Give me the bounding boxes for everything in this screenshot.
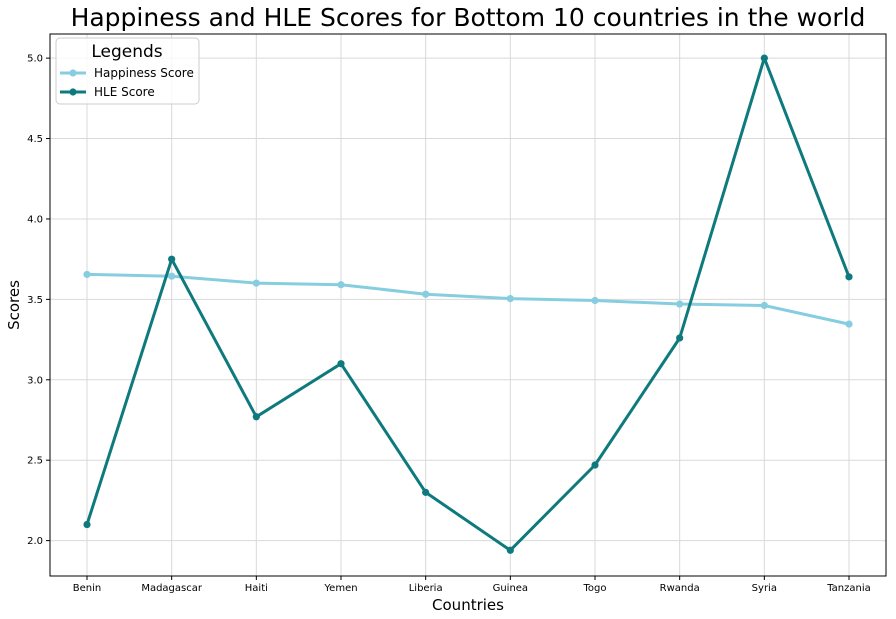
legend-marker: [69, 69, 77, 77]
data-point: [337, 360, 345, 368]
data-point: [506, 294, 514, 303]
legend-item: Happiness Score: [60, 66, 194, 80]
y-tick-label: 2.5: [27, 456, 43, 467]
data-point: [760, 301, 768, 310]
x-tick-label: Haiti: [245, 583, 268, 594]
legend-label: Happiness Score: [94, 66, 194, 80]
series-happiness-score: [83, 270, 853, 328]
x-axis-label: Countries: [432, 596, 504, 614]
data-point: [591, 296, 599, 305]
series-hle-score: [83, 54, 853, 554]
data-point: [83, 270, 91, 279]
legend-label: HLE Score: [94, 85, 155, 99]
series-line: [85, 56, 851, 552]
series-layer: [83, 54, 853, 554]
y-tick-label: 3.0: [27, 375, 43, 386]
y-axis-ticks: 2.0 2.5 3.0 3.5 4.0 4.5 5.0: [27, 54, 50, 547]
grid-layer: [50, 34, 886, 576]
data-point: [676, 334, 684, 342]
data-point: [252, 279, 260, 287]
x-tick-label: Syria: [752, 583, 777, 594]
data-point: [422, 290, 430, 298]
x-tick-label: Yemen: [323, 583, 357, 594]
legend-box: [55, 37, 200, 105]
data-point: [760, 54, 768, 62]
x-tick-label: Tanzania: [826, 583, 871, 594]
x-tick-label: Madagascar: [141, 583, 203, 594]
data-point: [168, 255, 176, 263]
legend-title: Legends: [91, 42, 162, 62]
x-tick-label: Togo: [583, 583, 607, 594]
series-line: [86, 272, 850, 326]
data-point: [591, 461, 599, 469]
data-point: [845, 320, 853, 328]
x-axis-ticks: Benin Madagascar Haiti Yemen Liberia Guinea To…: [73, 576, 871, 594]
data-point: [168, 272, 176, 280]
x-tick-label: Benin: [73, 583, 101, 594]
legend-items: Happiness Score HLE Score: [60, 66, 194, 99]
data-point: [252, 413, 260, 421]
data-point: [845, 273, 853, 281]
legend-item: HLE Score: [60, 85, 155, 99]
data-point: [506, 546, 514, 554]
data-point: [422, 488, 430, 496]
y-tick-label: 3.5: [27, 295, 43, 306]
chart-title: Happiness and HLE Scores for Bottom 10 c…: [71, 3, 866, 32]
data-point: [337, 281, 345, 289]
x-tick-label: Liberia: [409, 583, 443, 594]
legend: Legends Happiness Score HLE Score: [55, 37, 200, 105]
x-tick-label: Guinea: [493, 583, 528, 594]
data-point: [676, 300, 684, 308]
plot-frame: [49, 33, 887, 577]
y-tick-label: 2.0: [27, 536, 43, 547]
x-tick-label: Rwanda: [660, 583, 700, 594]
data-point: [83, 520, 91, 529]
y-axis-label: Scores: [5, 280, 23, 330]
legend-marker: [69, 88, 77, 96]
y-tick-label: 4.0: [27, 214, 43, 225]
y-tick-label: 4.5: [27, 134, 43, 145]
y-tick-label: 5.0: [27, 54, 43, 65]
